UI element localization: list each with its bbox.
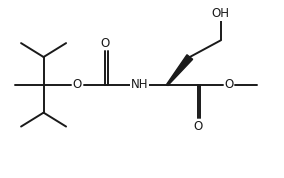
Text: NH: NH [130, 78, 148, 91]
Text: O: O [101, 37, 110, 50]
Text: OH: OH [212, 7, 230, 20]
Text: O: O [73, 78, 82, 91]
Polygon shape [167, 55, 193, 85]
Text: O: O [194, 120, 203, 133]
Text: O: O [225, 78, 234, 91]
